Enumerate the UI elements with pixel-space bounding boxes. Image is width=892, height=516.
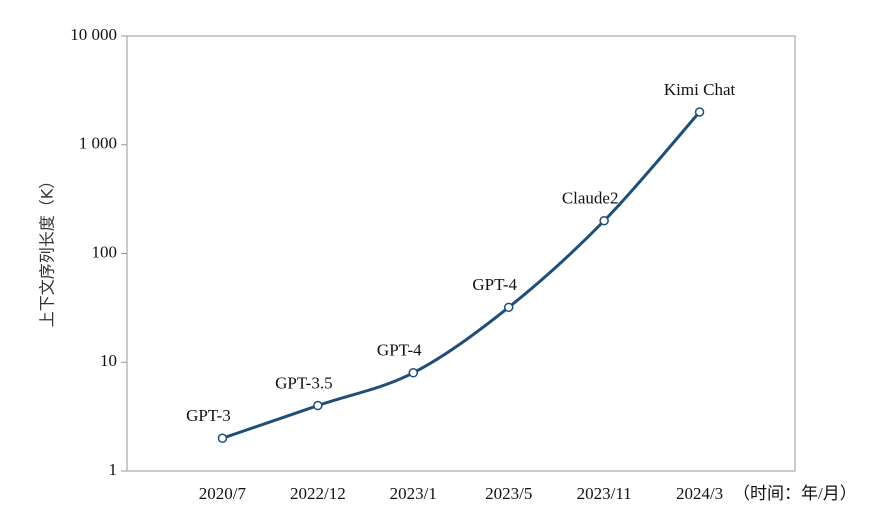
- y-axis-title: 上下文序列长度（K）: [38, 173, 57, 328]
- point-label: GPT-4: [472, 275, 517, 294]
- point: [217, 433, 228, 444]
- point-label: GPT-3: [186, 406, 231, 425]
- x-tick-label: 2023/11: [577, 484, 632, 503]
- point: [599, 216, 609, 226]
- point-label: GPT-3.5: [275, 373, 332, 392]
- x-tick-label: 2023/1: [390, 484, 437, 503]
- x-axis-title: （时间：年/月）: [733, 484, 857, 503]
- point: [408, 368, 419, 378]
- point-label: Claude2: [562, 189, 619, 208]
- y-tick-label: 10 000: [70, 25, 117, 44]
- point-label: GPT-4: [377, 341, 422, 360]
- x-tick-label: 2023/5: [485, 484, 532, 503]
- y-tick-label: 1: [109, 460, 118, 479]
- point-label: Kimi Chat: [664, 80, 736, 99]
- y-tick-label: 1 000: [79, 134, 117, 153]
- y-tick-label: 100: [92, 242, 118, 261]
- y-tick-label: 10: [100, 351, 117, 370]
- x-tick-label: 2024/3: [676, 484, 723, 503]
- x-tick-label: 2020/7: [199, 484, 247, 503]
- x-tick-label: 2022/12: [290, 484, 346, 503]
- point: [694, 107, 705, 117]
- line: [221, 111, 701, 440]
- point: [313, 400, 323, 411]
- point: [503, 302, 514, 313]
